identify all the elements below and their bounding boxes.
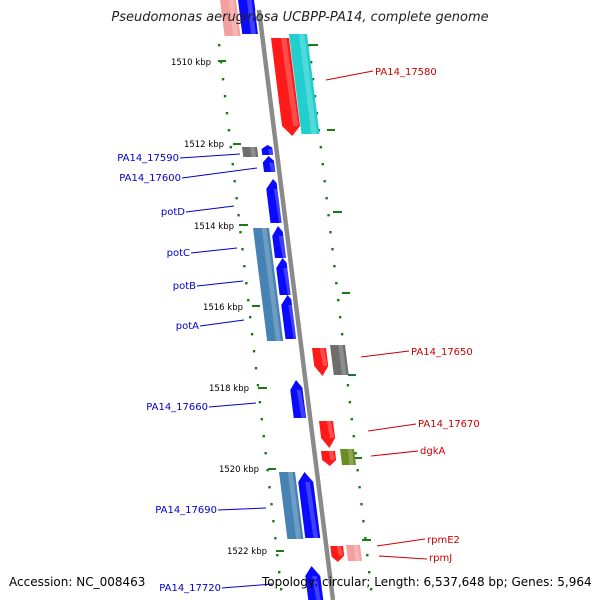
gene-label-potD: potD [161,205,235,218]
gene-top-blue [238,0,259,34]
gene-PA14_17570 [289,34,320,134]
svg-text:PA14_17690: PA14_17690 [155,505,217,516]
gene-PA14_17640 [330,345,349,375]
gene-label-rpmE2: rpmE2 [376,535,460,547]
gene-PA14_17580 [271,38,300,136]
svg-text:dgkA: dgkA [420,446,445,457]
svg-text:rpmJ: rpmJ [429,553,452,564]
genome-title: Pseudomonas aeruginosa UCBPP-PA14, compl… [111,10,489,25]
svg-text:PA14_17650: PA14_17650 [411,347,473,358]
gene-label-rpmJ: rpmJ [378,553,452,564]
gene-dgkA-olive [340,449,356,465]
gene-PA14_17670 [319,421,336,448]
scale-label: 1514 kbp [194,222,234,232]
scale-label: 1516 kbp [203,303,243,313]
gene-features [220,0,362,600]
gene-potC-steel [253,228,284,341]
gene-labels: PA14_17590 PA14_17600 potD potC potB potA PA14… [117,67,480,594]
gene-label-PA14_17600: PA14_17600 [119,167,258,184]
gene-label-PA14_17660: PA14_17660 [146,402,257,413]
svg-text:PA14_17580: PA14_17580 [375,67,437,78]
gene-PA14_17590 [242,147,259,157]
svg-text:PA14_17660: PA14_17660 [146,402,208,413]
scale-label: 1518 kbp [209,384,249,394]
svg-text:rpmE2: rpmE2 [427,535,460,546]
gene-label-potB: potB [173,280,244,292]
svg-text:potA: potA [176,321,199,332]
gene-label-PA14_17590: PA14_17590 [117,153,241,164]
scale-label: 1522 kbp [227,547,267,557]
gene-rpmJ [346,545,362,561]
gene-label-dgkA: dgkA [370,446,445,457]
gene-top-pink [220,0,241,36]
accession-text: Accession: NC_008463 [9,575,146,589]
gene-label-PA14_17720: PA14_17720 [159,583,273,594]
major-ticks [218,44,371,552]
gene-potC [272,226,289,258]
svg-text:PA14_17590: PA14_17590 [117,153,179,164]
scale-label: 1510 kbp [171,58,211,68]
inner-tick-track [218,44,283,591]
scale-labels: 1510 kbp 1512 kbp 1514 kbp 1516 kbp 1518 kbp… [171,58,267,557]
gene-label-PA14_17580: PA14_17580 [325,67,437,81]
gene-label-PA14_17670: PA14_17670 [367,419,480,432]
svg-text:PA14_17600: PA14_17600 [119,173,181,184]
scale-label: 1520 kbp [219,465,259,475]
genome-backbone [255,9,337,600]
gene-label-PA14_17690: PA14_17690 [155,505,267,516]
gene-PA14_17650 [312,348,329,376]
svg-text:potB: potB [173,281,196,292]
svg-text:potC: potC [167,248,190,259]
gene-PA14_17720 [305,566,324,600]
gene-PA14_17595 [261,145,276,155]
gene-rpmE2 [329,546,345,562]
gene-dgkA [321,451,337,466]
topology-text: Topology: circular; Length: 6,537,648 bp… [262,575,592,589]
gene-PA14_17690-steel [279,472,304,539]
gene-PA14_17600 [262,156,277,172]
backbone-line [256,9,336,600]
gene-label-PA14_17650: PA14_17650 [360,347,473,358]
svg-text:PA14_17670: PA14_17670 [418,419,480,430]
scale-label: 1512 kbp [184,140,224,150]
gene-PA14_17690 [298,472,321,538]
svg-text:PA14_17720: PA14_17720 [159,583,221,594]
gene-label-potC: potC [167,247,238,259]
svg-text:potD: potD [161,207,185,218]
gene-label-potA: potA [176,319,245,332]
